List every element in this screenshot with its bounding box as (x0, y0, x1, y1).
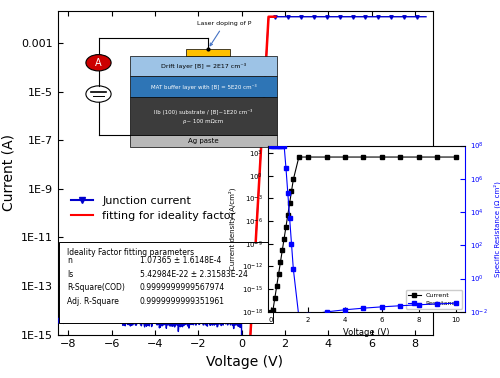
X-axis label: Voltage (V): Voltage (V) (343, 328, 390, 337)
Text: n: n (67, 256, 72, 265)
Legend: Junction current, fitting for ideality factor: Junction current, fitting for ideality f… (67, 191, 240, 226)
Text: 0.9999999999567974: 0.9999999999567974 (140, 284, 225, 293)
FancyBboxPatch shape (130, 76, 277, 97)
Text: Drift layer [B] = 2E17 cm⁻³: Drift layer [B] = 2E17 cm⁻³ (161, 63, 246, 69)
Text: IIb (100) substrate / [B]~1E20 cm⁻³: IIb (100) substrate / [B]~1E20 cm⁻³ (154, 109, 252, 115)
FancyBboxPatch shape (130, 56, 277, 76)
Y-axis label: Current (A): Current (A) (1, 135, 15, 211)
Y-axis label: Specific Resistance (Ω cm²): Specific Resistance (Ω cm²) (493, 181, 500, 277)
FancyBboxPatch shape (130, 97, 277, 135)
Text: 1.07365 ± 1.6148E-4: 1.07365 ± 1.6148E-4 (140, 256, 222, 265)
Text: Is: Is (67, 270, 73, 279)
Text: Ag paste: Ag paste (188, 138, 219, 144)
Text: A: A (95, 58, 102, 68)
Legend: Current, Resistance: Current, Resistance (406, 290, 462, 309)
Text: MAT buffer layer with [B] = 5E20 cm⁻³: MAT buffer layer with [B] = 5E20 cm⁻³ (150, 84, 256, 90)
Text: ρ~ 100 mΩcm: ρ~ 100 mΩcm (184, 119, 224, 124)
FancyBboxPatch shape (60, 242, 273, 323)
Text: R-Square(COD): R-Square(COD) (67, 284, 125, 293)
Circle shape (86, 54, 111, 71)
FancyBboxPatch shape (186, 49, 230, 56)
Text: Ideality Factor fitting parameters: Ideality Factor fitting parameters (67, 248, 194, 257)
Y-axis label: Current density (A/cm²): Current density (A/cm²) (228, 187, 236, 270)
Text: Laser doping of P: Laser doping of P (198, 21, 252, 46)
Text: Adj. R-Square: Adj. R-Square (67, 297, 119, 306)
Text: 5.42984E-22 ± 2.31583E-24: 5.42984E-22 ± 2.31583E-24 (140, 270, 248, 279)
X-axis label: Voltage (V): Voltage (V) (206, 355, 284, 369)
FancyBboxPatch shape (130, 135, 277, 147)
Text: 0.9999999999351961: 0.9999999999351961 (140, 297, 225, 306)
